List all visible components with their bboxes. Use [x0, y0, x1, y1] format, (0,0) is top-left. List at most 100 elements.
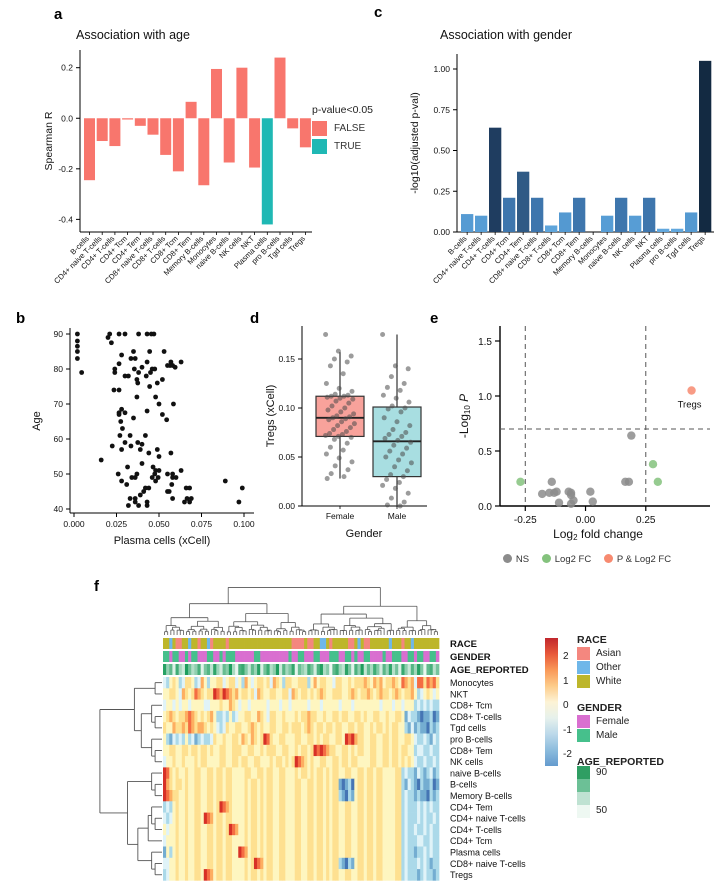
svg-text:-log10(adjusted p-val): -log10(adjusted p-val)	[409, 92, 421, 194]
asian-label: Asian	[596, 648, 622, 659]
volcano-point	[648, 460, 658, 469]
scatter-point	[137, 447, 143, 452]
jitter-point	[384, 502, 390, 508]
annotation-row-1	[163, 651, 440, 662]
scatter-point	[141, 489, 147, 494]
svg-text:CD4+ Tem: CD4+ Tem	[450, 802, 493, 812]
age-swatch	[577, 792, 590, 805]
volcano-point	[687, 386, 696, 395]
bar	[249, 118, 261, 168]
other-swatch	[577, 661, 590, 674]
gender-legend: GENDER Female Male	[577, 702, 629, 743]
jitter-point	[351, 421, 357, 427]
scatter-point	[111, 387, 117, 393]
white-swatch	[577, 675, 590, 688]
bars-age	[84, 57, 311, 225]
bar	[461, 214, 474, 232]
scatter-point	[122, 440, 128, 445]
age-legend: AGE_REPORTED	[577, 756, 664, 768]
jitter-point	[331, 427, 337, 433]
jitter-point	[396, 479, 402, 485]
jitter-point	[397, 503, 403, 509]
annotation-row-0	[163, 638, 440, 649]
bar	[261, 118, 273, 225]
scatter-point	[178, 468, 184, 473]
jitter-point	[340, 371, 346, 377]
jitter-point	[395, 437, 401, 443]
jitter-point	[323, 451, 329, 457]
annotation-row-2	[163, 664, 440, 675]
svg-text:Tgd cells: Tgd cells	[450, 723, 487, 733]
jitter-point	[349, 459, 355, 465]
bar-chart-gender: 0.00 0.25 0.50 0.75 1.00 -log10(adjusted p-va…	[409, 54, 714, 286]
scatter-point	[168, 450, 174, 456]
scatter-point	[134, 394, 140, 400]
bar	[699, 60, 712, 232]
scatter-point	[144, 499, 150, 505]
jitter-point	[345, 467, 351, 473]
scatter-point	[156, 454, 162, 459]
bar	[531, 197, 544, 232]
bar	[601, 215, 614, 232]
heatmap-row	[163, 778, 440, 791]
scatter-point	[119, 447, 124, 452]
colorbar-tick: -2	[563, 749, 572, 760]
svg-text:0.025: 0.025	[106, 519, 128, 529]
svg-text:Memory B-cells: Memory B-cells	[450, 791, 513, 801]
bar	[573, 197, 586, 232]
svg-text:Plasma cells: Plasma cells	[450, 848, 501, 858]
scatter-point	[109, 443, 115, 449]
scatter-point	[131, 366, 137, 372]
scatter-point	[112, 370, 118, 375]
scatter-point	[152, 366, 158, 372]
bar	[503, 197, 516, 232]
jitter-point	[384, 384, 390, 390]
colorbar-tick: 0	[563, 700, 569, 711]
scatter-point	[144, 359, 150, 365]
svg-text:Tregs: Tregs	[687, 234, 707, 254]
svg-text:-0.25: -0.25	[514, 515, 537, 526]
svg-text:0.10: 0.10	[278, 403, 295, 413]
bar	[629, 215, 642, 232]
asian-swatch	[577, 647, 590, 660]
heatmap-row	[163, 733, 440, 746]
jitter-point	[351, 411, 357, 417]
scatter-point	[170, 496, 176, 501]
scatter-point	[139, 441, 145, 447]
jitter-point	[403, 430, 409, 435]
true-swatch	[312, 139, 327, 154]
scatter-point	[132, 356, 138, 361]
heatmap-row	[163, 846, 440, 859]
svg-text:CD8+ T-cells: CD8+ T-cells	[450, 712, 502, 722]
jitter-point	[388, 495, 394, 501]
jitter-point	[399, 433, 405, 439]
scatter-point	[166, 489, 172, 494]
svg-text:40: 40	[54, 504, 64, 514]
scatter-point	[117, 433, 123, 438]
female-label: Female	[596, 716, 630, 727]
scatter-point	[128, 356, 134, 361]
legend-item-true: TRUE	[312, 139, 373, 154]
scatter-point	[173, 475, 179, 480]
jitter-point	[392, 363, 398, 369]
jitter-point	[343, 429, 349, 435]
scatter-point	[184, 496, 190, 501]
bar	[122, 118, 134, 120]
jitter-point	[324, 394, 330, 400]
jitter-point	[382, 435, 388, 441]
jitter-point	[330, 415, 336, 421]
scatter-point	[147, 384, 153, 389]
scatter-point	[171, 401, 176, 407]
jitter-point	[339, 419, 345, 425]
age-swatch	[577, 779, 590, 792]
scatter-point	[119, 406, 124, 412]
svg-text:CD4+ Tcm: CD4+ Tcm	[450, 836, 492, 846]
svg-text:CD4+ T-cells: CD4+ T-cells	[450, 825, 502, 835]
scatter-point	[135, 440, 141, 445]
svg-text:80: 80	[54, 364, 64, 374]
heatmap-row	[163, 699, 440, 712]
scatter-point	[115, 471, 121, 477]
svg-text:-0.4: -0.4	[58, 214, 73, 224]
